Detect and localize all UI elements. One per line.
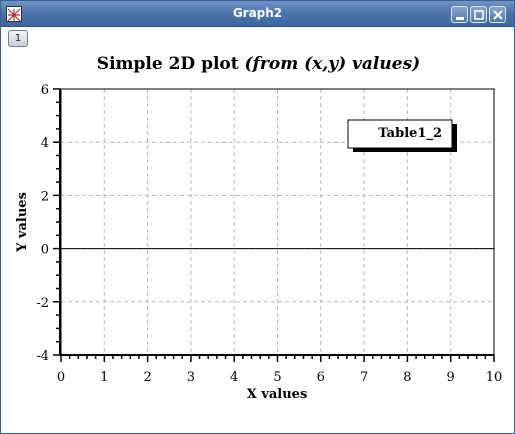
legend-label: Table1_2 (378, 126, 442, 141)
close-icon (493, 10, 503, 20)
maximize-icon (474, 10, 484, 20)
layer-1-button[interactable]: 1 (8, 30, 28, 47)
y-tick-labels: 6 4 2 0 -2 -4 (36, 83, 49, 364)
plot-title-italic: (from (x,y) values) (244, 54, 421, 74)
y-tick-label: 2 (41, 189, 49, 204)
y-tick-label: -4 (36, 349, 49, 364)
x-tick-label: 3 (187, 370, 195, 385)
graph-app-icon[interactable] (6, 6, 22, 22)
x-tick-label: 10 (486, 370, 503, 385)
x-tick-label: 0 (57, 370, 65, 385)
x-tick-label: 1 (100, 370, 108, 385)
axis-ticks (53, 88, 495, 362)
window-title: Graph2 (232, 6, 283, 20)
x-tick-label: 2 (143, 370, 151, 385)
minimize-button[interactable] (451, 6, 468, 23)
close-button[interactable] (489, 6, 506, 23)
x-tick-labels: 0 1 2 3 4 5 6 7 8 9 10 (57, 370, 502, 385)
x-tick-label: 4 (230, 370, 238, 385)
x-tick-label: 5 (273, 370, 281, 385)
plot-title-main: Simple 2D plot (96, 54, 245, 74)
x-tick-label: 6 (317, 370, 325, 385)
x-tick-label: 8 (403, 370, 411, 385)
y-axis-label: Y values (15, 192, 30, 253)
y-tick-label: 4 (41, 136, 49, 151)
y-tick-label: -2 (36, 296, 49, 311)
plot-title: Simple 2D plot (from (x,y) values) (1, 54, 515, 74)
minimize-icon (456, 17, 464, 20)
x-axis-label: X values (247, 387, 308, 402)
y-tick-label: 0 (41, 243, 49, 258)
legend-box[interactable]: Table1_2 (347, 119, 457, 152)
y-tick-label: 6 (41, 83, 49, 98)
maximize-button[interactable] (470, 6, 487, 23)
title-bar[interactable]: Graph2 (1, 1, 514, 27)
x-tick-label: 9 (447, 370, 455, 385)
x-tick-label: 7 (360, 370, 368, 385)
